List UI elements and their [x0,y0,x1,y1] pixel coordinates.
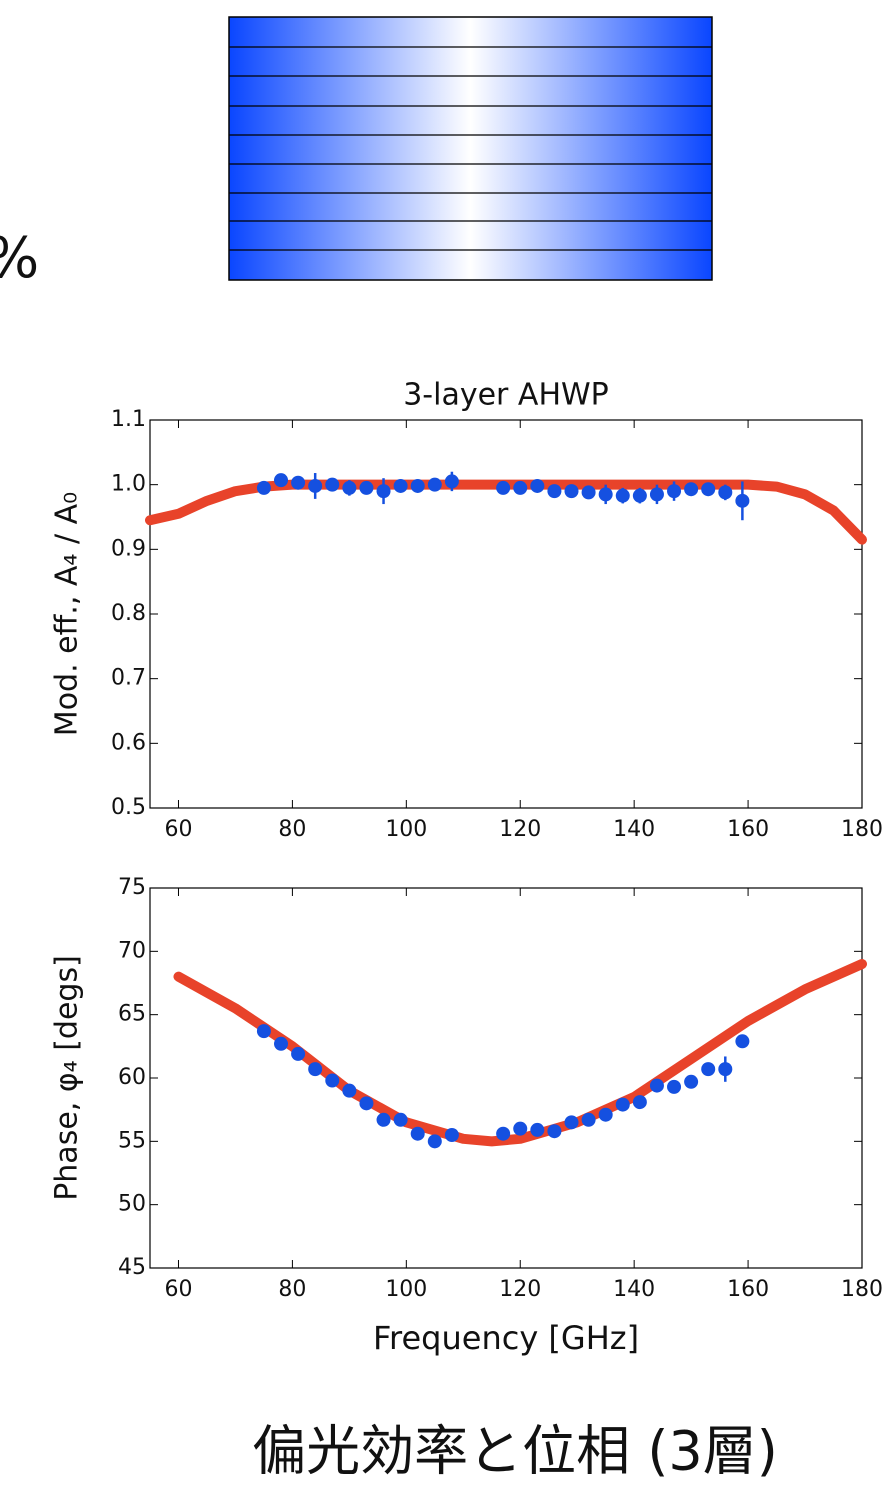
x-tick-label: 60 [164,1277,192,1302]
data-point [667,1079,682,1094]
x-tick-label: 120 [499,817,541,842]
data-point [530,478,545,493]
data-point [701,482,716,497]
data-point [376,484,391,499]
data-point [393,1112,408,1127]
x-tick-label: 180 [841,1277,883,1302]
x-tick-label: 140 [613,1277,655,1302]
y-tick-label: 0.9 [111,536,146,561]
y-tick-label: 60 [118,1065,146,1090]
y-tick-label: 0.7 [111,666,146,691]
data-point [513,480,528,495]
data-point [718,1062,733,1077]
x-tick-label: 140 [613,817,655,842]
data-point [256,1024,271,1039]
data-point [325,1073,340,1088]
plot-area [149,887,863,1269]
x-tick-label: 120 [499,1277,541,1302]
data-point [684,482,699,497]
y-axis-label: Mod. eff., A₄ / A₀ [50,492,85,736]
data-point [291,475,306,490]
data-point [308,1062,323,1077]
data-point [581,1112,596,1127]
data-point [735,493,750,508]
data-point [359,480,374,495]
data-point [410,1126,425,1141]
waveplate-stack [228,16,713,281]
y-tick-label: 0.8 [111,601,146,626]
fragment-text: % [0,226,39,291]
data-point [684,1074,699,1089]
data-point [496,480,511,495]
data-point [547,1124,562,1139]
y-tick-label: 0.5 [111,795,146,820]
x-tick-label: 160 [727,1277,769,1302]
data-point [632,1095,647,1110]
x-tick-label: 160 [727,817,769,842]
x-tick-label: 100 [385,1277,427,1302]
plot-area [149,419,863,809]
y-tick-label: 50 [118,1192,146,1217]
x-tick-label: 80 [278,1277,306,1302]
data-point [291,1046,306,1061]
y-tick-label: 45 [118,1255,146,1280]
data-point [444,1128,459,1142]
data-point [649,1078,664,1093]
data-point [342,480,357,495]
data-point [615,1097,630,1112]
data-point [393,478,408,493]
y-tick-label: 1.0 [111,472,146,497]
y-axis-label: Phase, φ₄ [degs] [50,955,85,1201]
data-point [410,478,425,493]
data-point [564,484,579,499]
x-tick-label: 60 [164,817,192,842]
data-point [701,1062,716,1077]
data-point [325,477,340,492]
x-tick-label: 80 [278,817,306,842]
data-point [667,484,682,499]
data-point [581,485,596,500]
data-point [274,473,289,488]
x-axis-label: Frequency [GHz] [373,1319,639,1357]
y-tick-label: 75 [118,875,146,900]
x-tick-label: 100 [385,817,427,842]
y-tick-label: 70 [118,938,146,963]
data-point [615,488,630,503]
data-point [530,1122,545,1137]
data-point [598,1107,613,1122]
data-point [513,1121,528,1136]
data-point [427,1134,442,1149]
data-point [496,1126,511,1141]
data-point [342,1083,357,1098]
data-point [735,1034,750,1049]
data-point [308,478,323,493]
caption: 偏光効率と位相 (3層) [252,1420,778,1483]
y-tick-label: 55 [118,1128,146,1153]
chart-title: 3-layer AHWP [403,378,609,413]
data-point [598,487,613,502]
data-point [444,474,459,489]
data-point [564,1115,579,1130]
y-tick-label: 1.1 [111,407,146,432]
data-point [274,1036,289,1051]
data-point [718,485,733,500]
y-tick-label: 65 [118,1002,146,1027]
model-curve [145,479,867,545]
data-point [649,487,664,502]
data-point [632,488,647,503]
x-tick-label: 180 [841,817,883,842]
data-point [359,1096,374,1111]
data-point [427,477,442,492]
data-point [376,1112,391,1127]
data-point [256,480,271,495]
y-tick-label: 0.6 [111,730,146,755]
data-point [547,484,562,499]
